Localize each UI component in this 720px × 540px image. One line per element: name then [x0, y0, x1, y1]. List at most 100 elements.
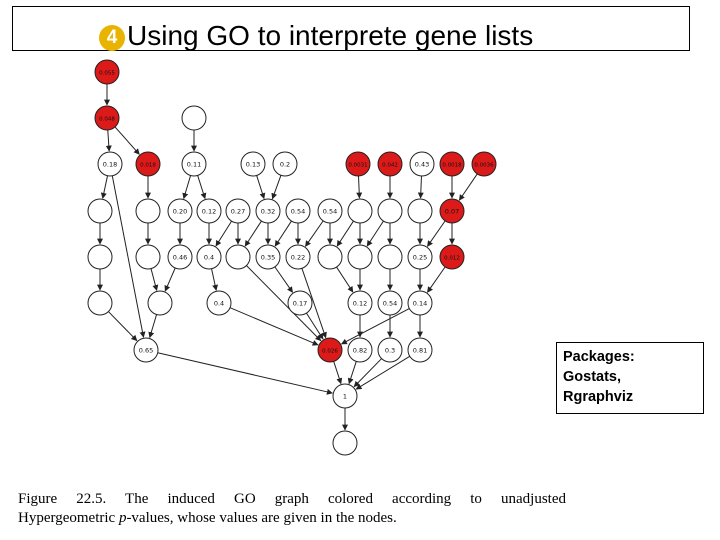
node-pvalue-label: 0.17 — [293, 300, 307, 308]
edge-e1-f1 — [108, 311, 138, 342]
go-node-b4: 0.13 — [240, 151, 266, 177]
node-pvalue-label: 0.14 — [413, 300, 427, 308]
go-node-e6: 0.54 — [377, 290, 403, 316]
go-node-b6: 0.0031 — [345, 151, 371, 177]
node-pvalue-label: 0.0018 — [442, 163, 462, 169]
node-circle — [439, 151, 465, 177]
go-node-d7: 0.22 — [285, 244, 311, 270]
go-node-h1 — [332, 430, 358, 456]
node-circle — [347, 198, 373, 224]
edge-d8-e5 — [336, 266, 354, 293]
node-circle — [181, 105, 207, 131]
edge-c10-d9 — [366, 220, 384, 247]
node-pvalue-label: 0.055 — [99, 71, 115, 77]
go-node-g1: 1 — [332, 383, 358, 409]
node-pvalue-label: 0.82 — [353, 347, 367, 355]
caption-line-2: Hypergeometric p-values, whose values ar… — [18, 509, 566, 528]
node-circle — [347, 244, 373, 270]
go-node-c10 — [377, 198, 403, 224]
node-circle — [135, 244, 161, 270]
edge-c6-d5 — [244, 220, 262, 247]
node-pvalue-label: 0.35 — [261, 254, 275, 262]
go-node-f4: 0.3 — [377, 337, 403, 363]
node-circle — [332, 430, 358, 456]
graph-nodes: 0.055 0.048 0.18 0.018 0.11 0.13 0.2 0.0031 0.04… — [87, 59, 497, 456]
go-node-a1: 0.055 — [94, 59, 120, 85]
graph-edges — [97, 84, 478, 431]
go-node-d1 — [87, 244, 113, 270]
edge-c7-d6 — [274, 220, 292, 247]
node-pvalue-label: 0.4 — [214, 300, 224, 308]
go-node-f1: 0.65 — [133, 337, 159, 363]
node-circle — [407, 198, 433, 224]
node-pvalue-label: 0.54 — [291, 208, 305, 216]
node-circle — [196, 198, 222, 224]
edge-f2-g1 — [333, 361, 343, 385]
go-node-d5 — [225, 244, 251, 270]
node-pvalue-label: 0.048 — [99, 117, 115, 123]
node-pvalue-label: 0.65 — [139, 347, 153, 355]
node-pvalue-label: 0.11 — [187, 161, 201, 169]
node-pvalue-label: 0.25 — [413, 254, 427, 262]
edge-b1-f1 — [111, 175, 146, 338]
go-node-f2: 0.026 — [317, 337, 343, 363]
go-node-f3: 0.82 — [347, 337, 373, 363]
node-pvalue-label: 0.4 — [204, 254, 214, 262]
edge-d5-f2 — [246, 265, 322, 342]
slide-title-text: Using GO to interprete gene lists — [127, 20, 534, 51]
edge-e7-f2 — [340, 308, 410, 345]
go-node-a2: 0.048 — [94, 105, 120, 131]
go-node-c11 — [407, 198, 433, 224]
go-node-c5: 0.27 — [225, 198, 251, 224]
go-node-e1 — [87, 290, 113, 316]
node-pvalue-label: 0.0031 — [348, 163, 367, 169]
go-node-b5: 0.2 — [272, 151, 298, 177]
edge-f3-g1 — [347, 361, 357, 385]
node-pvalue-label: 0.32 — [261, 208, 275, 216]
go-node-d6: 0.35 — [255, 244, 281, 270]
go-node-d3: 0.46 — [167, 244, 193, 270]
go-node-b10: 0.0036 — [471, 151, 497, 177]
edge-f1-g1 — [157, 352, 333, 395]
node-circle — [94, 105, 120, 131]
caption-p-symbol: p — [118, 510, 127, 526]
edge-a2-b1 — [105, 129, 112, 152]
node-circle — [471, 151, 497, 177]
go-node-d11: 0.25 — [407, 244, 433, 270]
node-circle — [87, 198, 113, 224]
go-node-e3: 0.4 — [206, 290, 232, 316]
node-circle — [407, 290, 433, 316]
node-circle — [439, 198, 465, 224]
node-pvalue-label: 0.07 — [445, 208, 459, 216]
node-circle — [272, 151, 298, 177]
package-rgraphviz: Rgraphviz — [563, 389, 634, 405]
node-circle — [347, 337, 373, 363]
edge-b5-c6 — [271, 175, 282, 200]
node-circle — [255, 198, 281, 224]
node-pvalue-label: 0.2 — [280, 161, 290, 169]
go-node-b1: 0.18 — [97, 151, 123, 177]
node-circle — [135, 151, 161, 177]
node-circle — [439, 244, 465, 270]
node-pvalue-label: 0.43 — [415, 161, 429, 169]
go-node-e7: 0.14 — [407, 290, 433, 316]
go-node-e4: 0.17 — [287, 290, 313, 316]
node-pvalue-label: 0.13 — [246, 161, 260, 169]
edge-f5-g1 — [355, 355, 411, 390]
go-node-b3: 0.11 — [181, 151, 207, 177]
node-pvalue-label: 1 — [343, 393, 347, 401]
node-pvalue-label: 0.22 — [291, 254, 305, 262]
go-node-d9 — [347, 244, 373, 270]
node-pvalue-label: 0.54 — [323, 208, 337, 216]
go-node-a3 — [181, 105, 207, 131]
caption-text-b: -values, whose values are given in the n… — [126, 510, 397, 526]
node-circle — [181, 151, 207, 177]
go-node-c8: 0.54 — [317, 198, 343, 224]
node-pvalue-label: 0.12 — [353, 300, 367, 308]
package-gostats: Gostats, — [563, 369, 622, 385]
node-circle — [135, 198, 161, 224]
node-circle — [407, 337, 433, 363]
edge-b8-c11 — [417, 175, 424, 199]
node-pvalue-label: 0.81 — [413, 347, 427, 355]
